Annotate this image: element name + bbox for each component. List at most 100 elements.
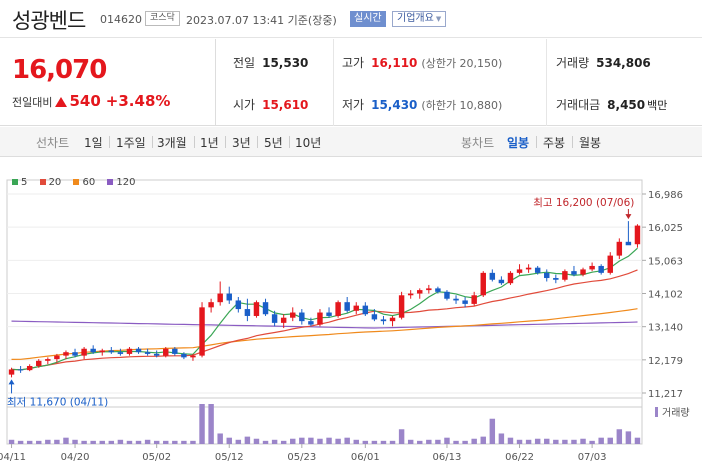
period-10y[interactable]: 10년 xyxy=(295,136,322,150)
open-value: 15,610 xyxy=(262,98,309,112)
candle-body xyxy=(172,348,178,354)
candle-body xyxy=(244,309,251,316)
legend-ma20-label: 20 xyxy=(48,177,62,188)
high-price: 고가 16,110 (상한가 20,150) xyxy=(342,54,502,71)
volume-bar xyxy=(553,439,559,444)
change-label: 전일대비 xyxy=(12,96,53,109)
candle-body xyxy=(625,241,632,246)
volume-bar xyxy=(90,440,96,444)
volume-bar xyxy=(54,439,60,444)
candle-daily[interactable]: 일봉 xyxy=(507,136,530,150)
line-chart-tab[interactable]: 선차트 xyxy=(36,136,70,150)
divider xyxy=(572,136,573,148)
x-tick-label: 07/03 xyxy=(578,452,607,463)
candle-chart-tab[interactable]: 봉차트 xyxy=(461,136,495,150)
legend-ma5[interactable]: 5 xyxy=(12,177,27,188)
candle-body xyxy=(280,317,287,323)
candle-body xyxy=(398,295,405,318)
period-1w[interactable]: 1주일 xyxy=(116,136,146,150)
volume-bar xyxy=(208,404,214,444)
candle-weekly[interactable]: 주봉 xyxy=(543,136,566,150)
volume-bar xyxy=(163,440,169,444)
volume-bar xyxy=(562,439,568,444)
volume-bar xyxy=(36,440,42,444)
x-tick-label: 05/23 xyxy=(287,452,316,463)
legend-ma60[interactable]: 60 xyxy=(73,177,95,188)
x-tick-label: 06/22 xyxy=(505,452,534,463)
candle-body xyxy=(616,241,623,256)
legend-ma60-label: 60 xyxy=(82,177,96,188)
volume-bar xyxy=(317,438,323,444)
candle-body xyxy=(235,300,242,310)
change-percent: +3.48% xyxy=(105,92,171,110)
candle-body xyxy=(253,302,260,316)
candle-body xyxy=(144,352,151,354)
volume-bar xyxy=(607,437,613,444)
legend-ma5-label: 5 xyxy=(21,177,28,188)
up-triangle-icon xyxy=(55,97,68,107)
volume-bar xyxy=(625,431,632,444)
volume-bar xyxy=(190,440,196,444)
candle-body xyxy=(199,307,205,356)
volume-bar xyxy=(308,437,314,444)
candlestick-chart[interactable]: 16,986 16,025 15,063 14,102 13,140 12,179 11,2… xyxy=(0,160,702,466)
high-value: 16,110 xyxy=(371,56,418,70)
divider xyxy=(109,136,110,148)
x-tick-label: 04/20 xyxy=(61,452,90,463)
company-overview-label: 기업개요 xyxy=(397,13,434,24)
volume-bar xyxy=(290,438,296,444)
chevron-down-icon: ▼ xyxy=(435,15,442,23)
market-badge: 코스닥 xyxy=(145,11,180,26)
volume-bar xyxy=(498,433,505,444)
legend-swatch xyxy=(73,179,80,185)
legend-ma20[interactable]: 20 xyxy=(39,177,62,188)
candle-body xyxy=(525,267,532,270)
period-1d[interactable]: 1일 xyxy=(84,136,103,150)
period-3m[interactable]: 3개월 xyxy=(157,136,187,150)
candle-body xyxy=(344,302,350,311)
candle-body xyxy=(335,302,341,316)
volume-bar xyxy=(453,440,459,444)
candle-body xyxy=(562,271,568,280)
volume-bar xyxy=(135,440,142,444)
period-3y[interactable]: 3년 xyxy=(232,136,251,150)
period-5y[interactable]: 5년 xyxy=(264,136,283,150)
candle-body xyxy=(181,353,187,358)
volume-bar xyxy=(63,437,69,444)
realtime-button[interactable]: 실시간 xyxy=(350,11,386,27)
volume-bar xyxy=(462,440,468,444)
volume-bar xyxy=(616,429,623,444)
volume-bar xyxy=(580,438,586,444)
candle-body xyxy=(380,319,387,322)
volume-bar xyxy=(362,440,369,444)
volume-bar xyxy=(444,437,450,444)
volume-bar xyxy=(280,440,287,444)
volume-bar xyxy=(81,440,87,444)
volume-bar xyxy=(571,439,577,444)
volume-bar xyxy=(26,440,33,444)
volume-bar xyxy=(253,438,260,444)
volume-label: 거래량 xyxy=(662,407,690,419)
candle-body xyxy=(607,255,613,273)
legend-ma120[interactable]: 120 xyxy=(107,177,136,188)
candle-body xyxy=(153,353,160,356)
period-1y[interactable]: 1년 xyxy=(200,136,219,150)
candle-body xyxy=(108,350,115,353)
low-price: 저가 15,430 (하한가 10,880) xyxy=(342,96,502,113)
price-summary: 16,070 전일대비 540 +3.48% xyxy=(0,39,216,126)
stock-header: 성광벤드 014620 코스닥 2023.07.07 13:41 기준(장중) … xyxy=(0,0,702,38)
y-tick-label: 11,217 xyxy=(648,389,683,400)
divider xyxy=(194,136,195,148)
candle-body xyxy=(54,355,60,360)
candle-body xyxy=(45,359,51,361)
volume-bar xyxy=(299,437,305,444)
company-overview-dropdown[interactable]: 기업개요 ▼ xyxy=(392,11,447,27)
upper-limit: (상한가 20,150) xyxy=(421,57,503,70)
candle-monthly[interactable]: 월봉 xyxy=(579,136,602,150)
volume-bar xyxy=(326,437,332,444)
candle-body xyxy=(571,271,577,275)
candle-body xyxy=(308,321,314,325)
candle-body xyxy=(544,272,550,279)
volume-bar xyxy=(525,439,532,444)
candle-body xyxy=(498,279,505,284)
